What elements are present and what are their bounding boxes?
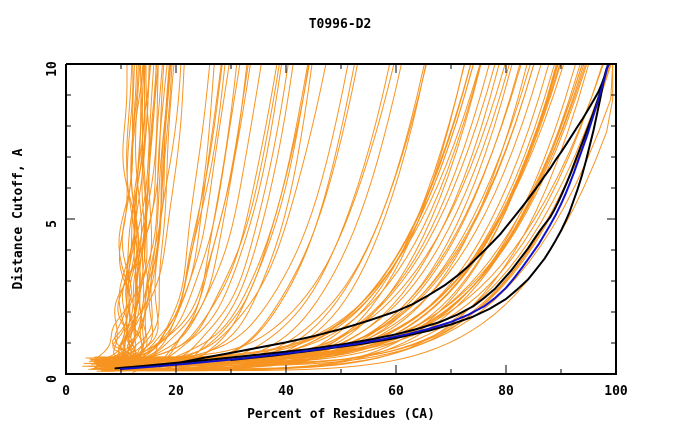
y-tick-label: 0 xyxy=(45,375,60,383)
reference-curve-group xyxy=(114,63,610,371)
series-curve-target-blue xyxy=(120,63,610,371)
series-curve-server-black-outer xyxy=(230,64,609,362)
y-axis-ticks xyxy=(66,63,616,375)
y-axis-title: Distance Cutoff, A xyxy=(11,148,26,289)
model-curve xyxy=(126,63,147,366)
x-axis-title: Percent of Residues (CA) xyxy=(247,407,435,422)
model-curve xyxy=(95,63,144,362)
x-tick-label: 60 xyxy=(388,384,404,399)
x-tick-label: 40 xyxy=(278,384,294,399)
model-curve xyxy=(100,63,583,372)
series-curve-best-black-lower xyxy=(114,63,610,370)
model-curve xyxy=(113,64,310,372)
model-curve xyxy=(107,63,165,360)
y-tick-label: 10 xyxy=(45,61,60,77)
chart-title: T0996-D2 xyxy=(309,17,372,32)
x-axis-tick-labels: 0 20 40 60 80 100 xyxy=(62,384,628,399)
model-curve xyxy=(100,63,163,359)
model-curve xyxy=(120,63,140,362)
model-curve xyxy=(119,64,313,363)
model-curve xyxy=(110,65,144,364)
x-tick-label: 80 xyxy=(498,384,514,399)
series-curve-best-black-upper xyxy=(158,64,610,368)
x-tick-label: 100 xyxy=(604,384,628,399)
plot-area xyxy=(82,63,614,373)
model-curve xyxy=(117,65,146,368)
y-axis-tick-labels: 0 5 10 xyxy=(45,61,60,383)
x-tick-label: 0 xyxy=(62,384,70,399)
x-tick-label: 20 xyxy=(168,384,184,399)
model-curve xyxy=(98,63,557,371)
x-axis-ticks xyxy=(65,64,617,374)
model-curve xyxy=(118,64,159,370)
y-tick-label: 5 xyxy=(45,220,60,228)
model-curve xyxy=(119,63,402,369)
model-curve xyxy=(112,63,136,365)
axes-frame: 0 20 40 60 80 100 0 5 10 xyxy=(45,61,628,399)
